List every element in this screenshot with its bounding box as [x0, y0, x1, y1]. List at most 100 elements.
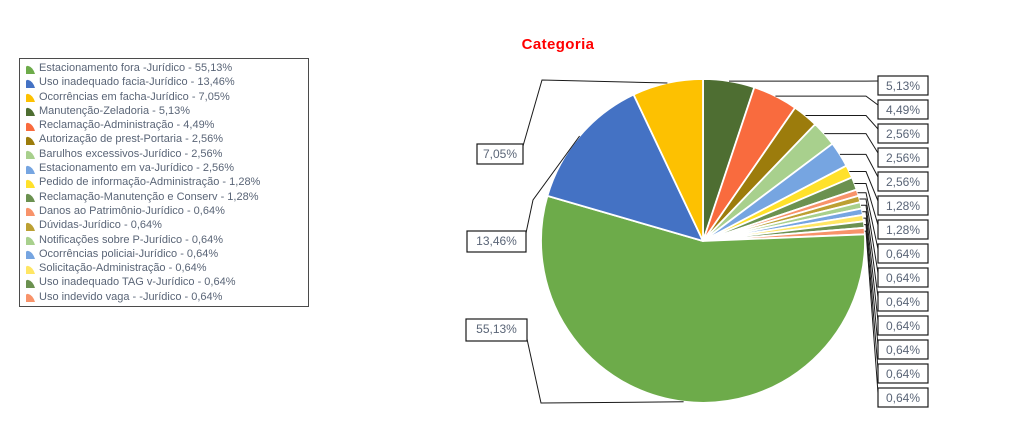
callout-leader-line	[863, 217, 879, 346]
legend-marker-icon	[26, 222, 35, 231]
legend-item: Autorização de prest-Portaria - 2,56%	[26, 133, 304, 147]
callout-box	[877, 99, 929, 120]
legend-label: Ocorrências em facha-Jurídico - 7,05%	[39, 90, 230, 103]
callout-box	[877, 219, 929, 240]
legend-item: Uso inadequado facia-Jurídico - 13,46%	[26, 76, 304, 90]
callout-label: 1,28%	[886, 223, 920, 237]
callout-leader-line	[525, 135, 581, 234]
legend-marker-icon	[26, 151, 35, 160]
legend-item: Ocorrências policiai-Jurídico - 0,64%	[26, 248, 304, 262]
legend-label: Autorização de prest-Portaria - 2,56%	[39, 133, 224, 146]
callout-box	[877, 315, 929, 336]
legend-item: Estacionamento fora -Jurídico - 55,13%	[26, 62, 304, 76]
legend-item: Uso indevido vaga - -Jurídico - 0,64%	[26, 291, 304, 305]
legend-label: Ocorrências policiai-Jurídico - 0,64%	[39, 247, 219, 260]
pie-slice-1[interactable]	[546, 93, 704, 242]
legend-label: Reclamação-Manutenção e Conserv - 1,28%	[39, 190, 259, 203]
legend-marker-icon	[26, 265, 35, 274]
legend-marker-icon	[26, 136, 35, 145]
callout-label: 1,28%	[886, 199, 920, 213]
callout-box	[877, 75, 929, 96]
legend-item: Dúvidas-Jurídico - 0,64%	[26, 219, 304, 233]
callout-box	[877, 171, 929, 192]
legend-item: Danos ao Patrimônio-Jurídico - 0,64%	[26, 205, 304, 219]
legend-marker-icon	[26, 236, 35, 246]
callout-box	[465, 318, 528, 342]
callout-leader-line	[859, 198, 879, 274]
callout-leader-line	[849, 171, 879, 202]
legend-marker-icon	[26, 108, 35, 117]
callout-label: 0,64%	[886, 271, 920, 285]
callout-leader-line	[824, 133, 879, 154]
callout-label: 55,13%	[476, 322, 517, 336]
callout-label: 0,64%	[886, 391, 920, 405]
legend-label: Barulhos excessivos-Jurídico - 2,56%	[39, 147, 223, 160]
callout-leader-line	[805, 115, 879, 130]
callout-leader-line	[526, 338, 684, 404]
legend-label: Danos ao Patrimônio-Jurídico - 0,64%	[39, 204, 225, 217]
legend-marker-icon	[26, 179, 35, 188]
callout-leader-line	[861, 204, 879, 298]
callout-label: 5,13%	[886, 79, 920, 93]
callout-leader-line	[862, 211, 879, 322]
callout-box	[877, 363, 929, 384]
callout-box	[877, 123, 929, 144]
callout-box	[466, 230, 527, 253]
callout-leader-line	[864, 224, 879, 370]
legend-item: Uso inadequado TAG v-Jurídico - 0,64%	[26, 276, 304, 290]
legend-marker-icon	[26, 294, 35, 303]
legend-label: Uso inadequado TAG v-Jurídico - 0,64%	[39, 276, 236, 289]
legend-label: Uso indevido vaga - -Jurídico - 0,64%	[39, 290, 223, 303]
legend-label: Manutenção-Zeladoria - 5,13%	[39, 104, 191, 117]
callout-label: 4,49%	[886, 103, 920, 117]
legend-item: Barulhos excessivos-Jurídico - 2,56%	[26, 148, 304, 162]
legend-item: Manutenção-Zeladoria - 5,13%	[26, 105, 304, 119]
legend-item: Notificações sobre P-Jurídico - 0,64%	[26, 234, 304, 248]
callout-box	[476, 143, 524, 165]
callout-label: 2,56%	[886, 127, 920, 141]
callout-leader-line	[522, 79, 668, 147]
callout-label: 0,64%	[886, 343, 920, 357]
callout-leader-line	[775, 95, 879, 106]
callout-box	[877, 339, 929, 360]
legend-marker-icon	[26, 208, 35, 217]
legend-marker-icon	[26, 93, 35, 103]
callout-box	[877, 147, 929, 168]
callout-leader-line	[857, 192, 879, 250]
callout-label: 0,64%	[886, 367, 920, 381]
callout-leader-line	[854, 183, 879, 226]
callout-leader-line	[864, 230, 879, 394]
legend-marker-icon	[26, 279, 35, 288]
chart-title: Categoria	[521, 36, 595, 53]
callout-box	[877, 291, 929, 312]
legend: Estacionamento fora -Jurídico - 55,13% Us…	[19, 58, 309, 307]
legend-item: Ocorrências em facha-Jurídico - 7,05%	[26, 91, 304, 105]
legend-label: Uso inadequado facia-Jurídico - 13,46%	[39, 76, 235, 89]
callout-box	[877, 267, 929, 288]
legend-label: Pedido de informação-Administração - 1,2…	[39, 176, 261, 189]
callout-label: 0,64%	[886, 247, 920, 261]
legend-item: Reclamação-Manutenção e Conserv - 1,28%	[26, 191, 304, 205]
callout-label: 7,05%	[483, 147, 517, 161]
legend-item: Estacionamento em va-Jurídico - 2,56%	[26, 162, 304, 176]
pie-slice-2[interactable]	[632, 78, 704, 242]
callout-box	[877, 387, 929, 408]
legend-item: Pedido de informação-Administração - 1,2…	[26, 176, 304, 190]
callout-leader-line	[839, 153, 879, 178]
legend-marker-icon	[26, 79, 35, 88]
legend-marker-icon	[26, 65, 35, 74]
legend-marker-icon	[26, 251, 35, 260]
callout-label: 2,56%	[886, 175, 920, 189]
legend-item: Solicitação-Administração - 0,64%	[26, 262, 304, 276]
legend-label: Solicitação-Administração - 0,64%	[39, 262, 207, 275]
legend-label: Estacionamento em va-Jurídico - 2,56%	[39, 162, 235, 175]
callout-box	[877, 195, 929, 216]
legend-marker-icon	[26, 194, 35, 203]
callout-label: 0,64%	[886, 295, 920, 309]
legend-item: Reclamação-Administração - 4,49%	[26, 119, 304, 133]
legend-label: Dúvidas-Jurídico - 0,64%	[39, 219, 162, 232]
callout-label: 13,46%	[476, 234, 517, 248]
legend-marker-icon	[26, 165, 35, 174]
